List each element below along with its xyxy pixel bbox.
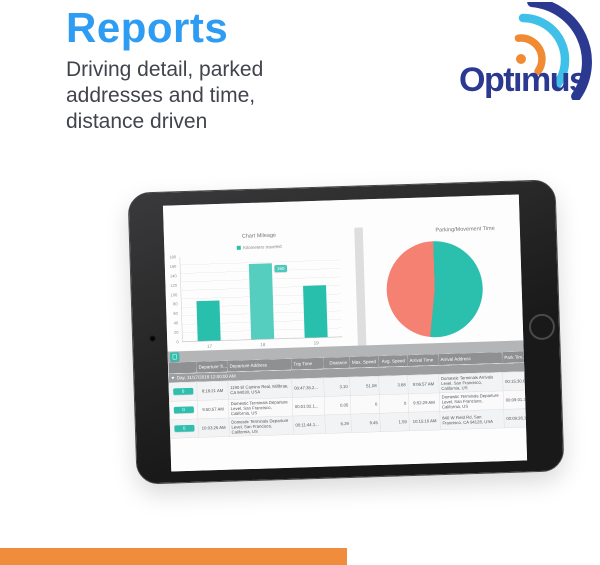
cell-distance: 0.05 bbox=[324, 395, 351, 415]
bar-tooltip: 160 bbox=[274, 264, 288, 273]
export-icon[interactable] bbox=[170, 352, 180, 362]
home-button[interactable] bbox=[528, 313, 556, 341]
y-tick-label: 60 bbox=[173, 311, 178, 317]
cell-arrival-time: 9:52:29 AM bbox=[408, 392, 440, 413]
page-title: Reports bbox=[66, 4, 229, 51]
signal-dot-icon bbox=[516, 54, 526, 64]
y-tick-label: 100 bbox=[170, 292, 178, 298]
wifi-signal-icon bbox=[514, 2, 592, 100]
cell-departure-time: 8:18:21 AM bbox=[196, 380, 229, 401]
x-tick-label: 18 bbox=[260, 342, 266, 348]
charts-section: Chart Mileage Kilometers traveled 0 20 40 6… bbox=[163, 195, 523, 352]
y-tick-label: 180 bbox=[169, 254, 177, 260]
mileage-bar-chart: Chart Mileage Kilometers traveled 0 20 40 6… bbox=[163, 200, 357, 352]
x-tick-label: 19 bbox=[313, 340, 319, 346]
cell-arrival-time: 9:06:57 AM bbox=[407, 374, 440, 394]
y-tick-label: 0 bbox=[176, 339, 179, 345]
cell-departure-time: 9:50:57 AM bbox=[197, 399, 229, 419]
parking-movement-pie-chart: Parking/Movement Time bbox=[362, 195, 524, 346]
trips-table-section: Departure Ti... Departure Address Trip T… bbox=[167, 340, 527, 439]
tablet-device: Chart Mileage Kilometers traveled 0 20 40 6… bbox=[127, 179, 565, 485]
x-tick-label: 17 bbox=[206, 343, 213, 349]
page-subtitle: Driving detail, parked addresses and tim… bbox=[66, 57, 263, 135]
cell-max-speed: 51.08 bbox=[349, 375, 380, 396]
cell-park-time: 00:15:30.8... bbox=[502, 371, 526, 391]
y-tick-label: 20 bbox=[173, 330, 179, 335]
cell-arrival-time: 10:15:10 AM bbox=[408, 411, 441, 431]
cell-park-time: 00:09:26.1... bbox=[503, 408, 527, 428]
pie[interactable] bbox=[385, 239, 485, 339]
col-header-park-time[interactable]: Park Tim... bbox=[501, 351, 525, 364]
trip-badge[interactable]: 0 bbox=[174, 424, 195, 432]
cell-trip-time: 00:11:44.1... bbox=[292, 414, 326, 435]
cell-arrival-address: Domestic Terminals Arrivals Level, San F… bbox=[438, 372, 504, 393]
pie-chart-title: Parking/Movement Time bbox=[435, 225, 495, 234]
cell-departure-time: 10:03:26 AM bbox=[197, 417, 230, 438]
col-header-distance[interactable]: Distance bbox=[323, 356, 350, 369]
tablet-screen: Chart Mileage Kilometers traveled 0 20 40 6… bbox=[162, 194, 528, 472]
bar-chart-legend: Kilometers traveled bbox=[164, 242, 354, 253]
y-tick-label: 120 bbox=[170, 283, 178, 288]
cell-departure-address: Domestic Terminals Departure Level, San … bbox=[228, 415, 294, 437]
bar-18[interactable] bbox=[248, 263, 275, 340]
sheet-icon bbox=[172, 353, 177, 360]
bar-19[interactable] bbox=[302, 285, 328, 338]
subtitle-line: addresses and time, bbox=[66, 84, 256, 107]
y-tick-label: 140 bbox=[169, 273, 177, 279]
y-tick-label: 80 bbox=[173, 301, 178, 307]
legend-swatch-icon bbox=[236, 245, 242, 250]
cell-max-speed: 0 bbox=[350, 394, 380, 414]
bar-chart-title: Chart Mileage bbox=[241, 232, 277, 240]
cell-departure-address: 1190 El Camino Real, Millbrae, CA 94030,… bbox=[227, 378, 293, 400]
bar-17[interactable] bbox=[196, 300, 221, 342]
trips-table: Departure Ti... Departure Address Trip T… bbox=[168, 351, 527, 439]
col-header-badge[interactable] bbox=[168, 361, 197, 374]
bottom-accent-bar bbox=[0, 548, 347, 565]
cell-arrival-address: Domestic Terminals Departure Level, San … bbox=[439, 390, 504, 412]
cell-trip-time: 00:47:36.2... bbox=[291, 377, 325, 398]
cell-avg-speed: 0 bbox=[379, 393, 409, 413]
y-tick-label: 40 bbox=[173, 320, 179, 326]
trip-badge[interactable]: 0 bbox=[173, 406, 194, 414]
trip-badge[interactable]: 0 bbox=[172, 387, 194, 395]
optimus-logo: Optımus bbox=[447, 2, 599, 100]
cell-park-time: 00:09:01.3... bbox=[503, 389, 526, 410]
cell-distance: 6.29 bbox=[324, 413, 352, 434]
subtitle-line: distance driven bbox=[66, 110, 208, 133]
cell-avg-speed: 3.68 bbox=[378, 375, 409, 395]
bar-plot: 160 17 18 19 bbox=[179, 252, 343, 349]
bar-y-axis: 0 20 40 60 80 100 120 140 160 180 bbox=[165, 254, 181, 345]
group-expand-icon[interactable] bbox=[171, 376, 175, 380]
page-header: Reports Driving detail, parked addresses… bbox=[66, 4, 263, 135]
cell-arrival-address: 840 W Field Rd, San Francisco, CA 94128,… bbox=[439, 409, 505, 430]
subtitle-line: Driving detail, parked bbox=[66, 58, 264, 81]
cell-max-speed: 9.45 bbox=[350, 412, 381, 433]
camera-icon bbox=[149, 334, 157, 343]
logo-wordmark: Optımus bbox=[459, 61, 588, 99]
cell-distance: 3.10 bbox=[323, 376, 351, 397]
y-tick-label: 160 bbox=[169, 264, 177, 269]
cell-departure-address: Domestic Terminals Departure Level, San … bbox=[228, 397, 293, 418]
cell-avg-speed: 1.59 bbox=[379, 412, 410, 432]
group-row-label: Day, 11/17/2018 12:00:00 AM bbox=[176, 373, 236, 381]
cell-trip-time: 00:01:02.1... bbox=[292, 396, 325, 416]
